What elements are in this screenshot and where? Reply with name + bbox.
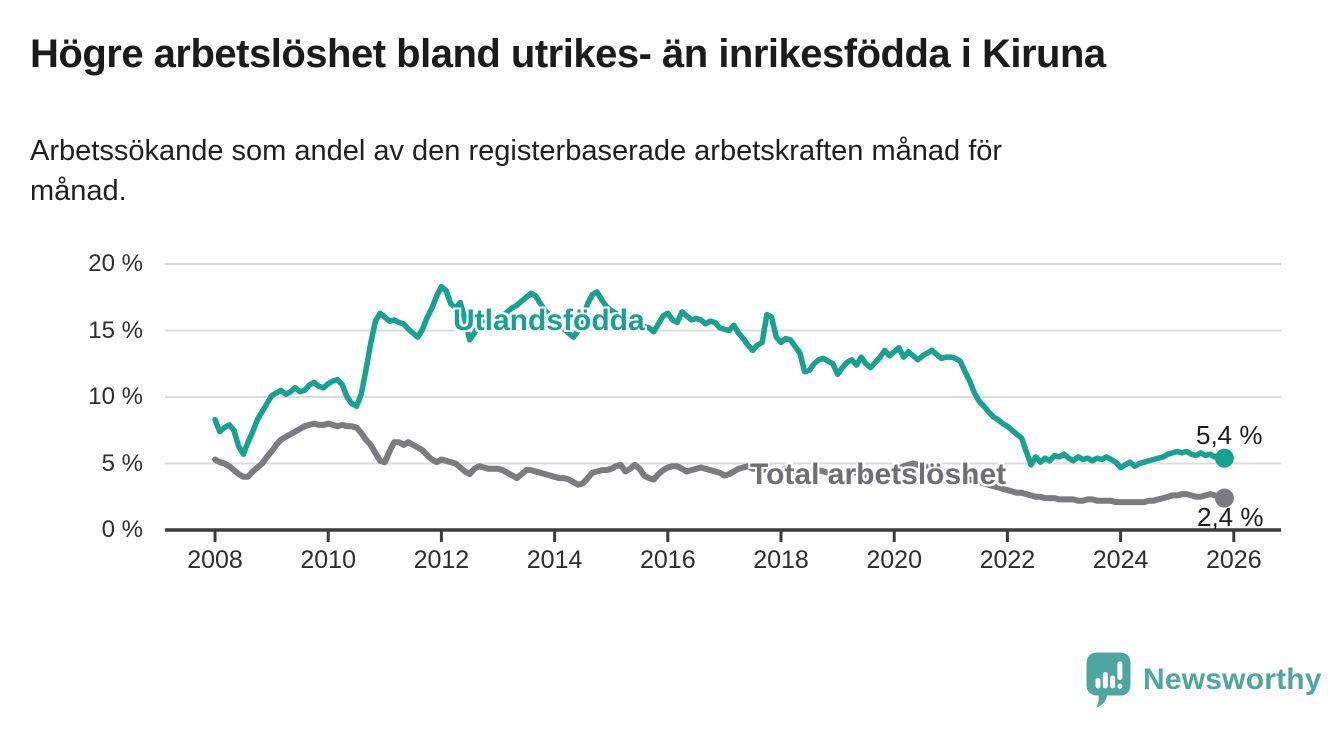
x-tick-label: 2026 bbox=[1205, 546, 1262, 574]
end-value-label-total: 2,4 % bbox=[1197, 502, 1264, 532]
chart-subtitle-line2: månad. bbox=[30, 175, 127, 208]
chart-subtitle-line1: Arbetssökande som andel av den registerb… bbox=[30, 135, 1003, 167]
newsworthy-logo: Newsworthy bbox=[1085, 651, 1322, 708]
x-tick-label: 2012 bbox=[413, 546, 470, 574]
gridlines bbox=[165, 263, 1281, 465]
x-axis bbox=[165, 528, 1281, 542]
data-lines bbox=[212, 283, 1228, 506]
series-label-total-arbetsloshet: Total arbetslöshet bbox=[750, 458, 1007, 491]
newsworthy-logo-text: Newsworthy bbox=[1143, 662, 1322, 696]
y-tick-label: 0 % bbox=[101, 516, 143, 543]
end-point-dots bbox=[1214, 448, 1234, 508]
x-tick-label: 2024 bbox=[1092, 546, 1149, 574]
series-label-utlandsfodda: Utlandsfödda bbox=[453, 304, 645, 337]
y-tick-label: 15 % bbox=[88, 316, 143, 344]
newsworthy-logo-icon bbox=[1086, 652, 1131, 708]
y-tick-label: 5 % bbox=[101, 449, 143, 477]
x-tick-label: 2016 bbox=[639, 546, 696, 574]
y-tick-label: 10 % bbox=[88, 383, 143, 410]
x-tick-label: 2022 bbox=[979, 546, 1036, 574]
chart-subtitle: Arbetssökande som andel av den registerb… bbox=[30, 131, 1002, 211]
x-tick-label: 2008 bbox=[187, 546, 243, 574]
x-tick-label: 2020 bbox=[866, 546, 922, 574]
end-value-label-utlandsfodda: 5,4 % bbox=[1196, 420, 1263, 450]
y-tick-label: 20 % bbox=[88, 250, 143, 277]
x-tick-label: 2018 bbox=[753, 546, 809, 574]
x-tick-label: 2014 bbox=[526, 546, 583, 574]
chart-title: Högre arbetslöshet bland utrikes- än inr… bbox=[30, 32, 1106, 76]
x-tick-label: 2010 bbox=[300, 546, 356, 574]
